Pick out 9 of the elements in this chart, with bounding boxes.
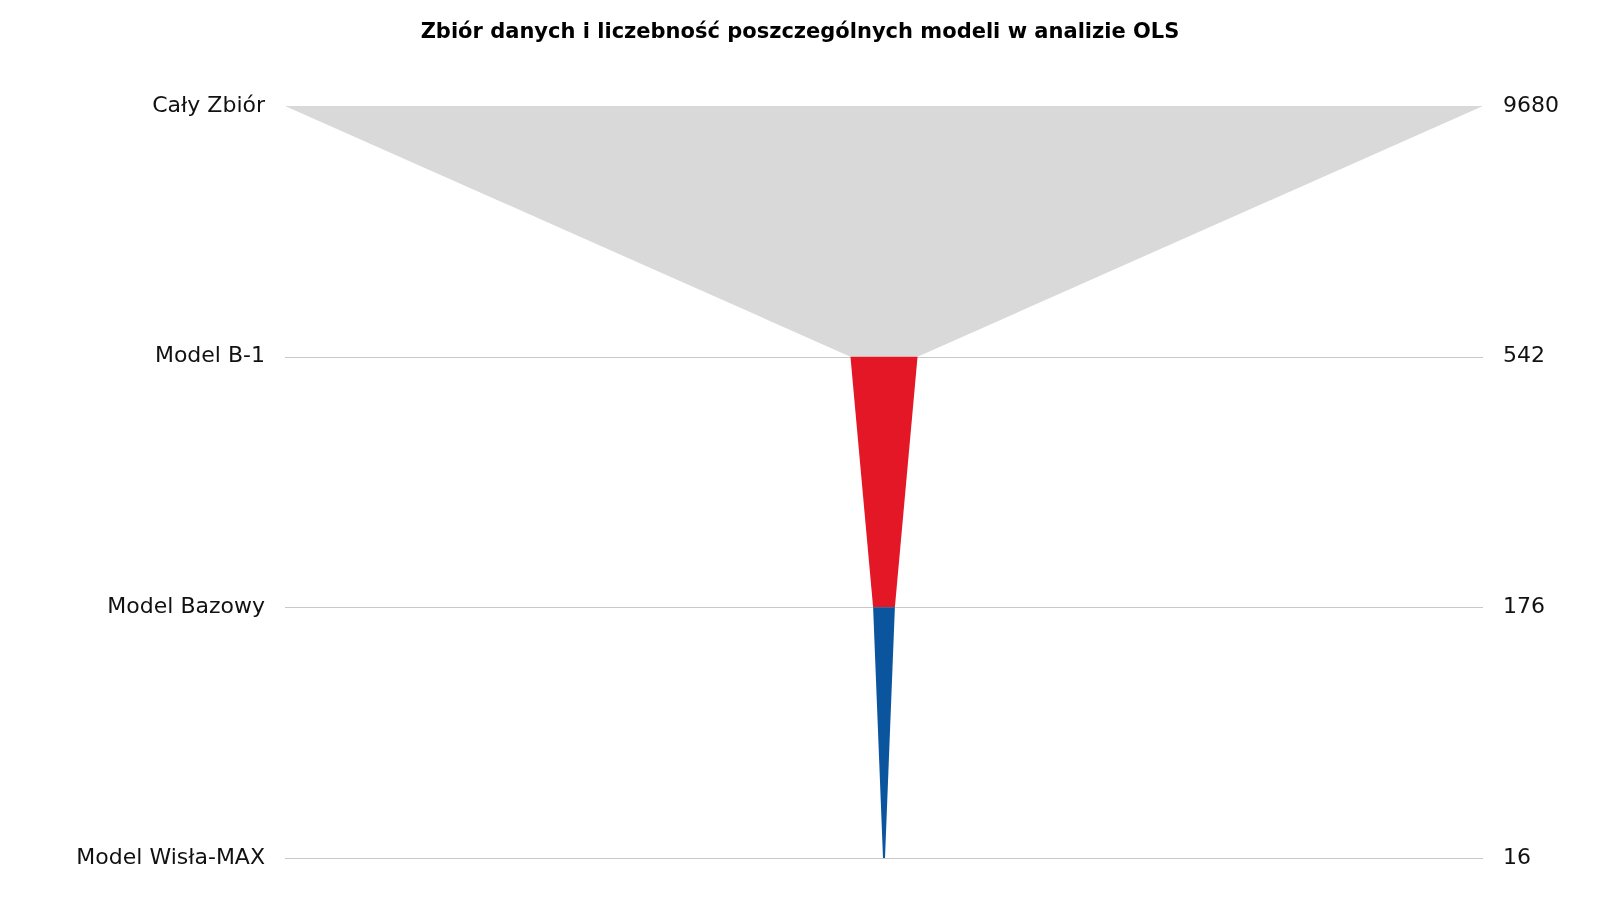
category-label: Model B-1: [154, 342, 265, 368]
data-label: 9680: [1503, 91, 1559, 117]
data-label: 542: [1503, 342, 1545, 368]
category-label: Cały Zbiór: [152, 91, 266, 117]
data-label: 176: [1503, 593, 1545, 619]
data-label: 16: [1503, 843, 1531, 869]
text: Zbiór danych i liczebność poszczególnych modeli w analizie OLS: [420, 19, 1180, 44]
category-label: Model Bazowy: [107, 593, 265, 619]
category-label: Model Wisła-MAX: [76, 843, 265, 869]
